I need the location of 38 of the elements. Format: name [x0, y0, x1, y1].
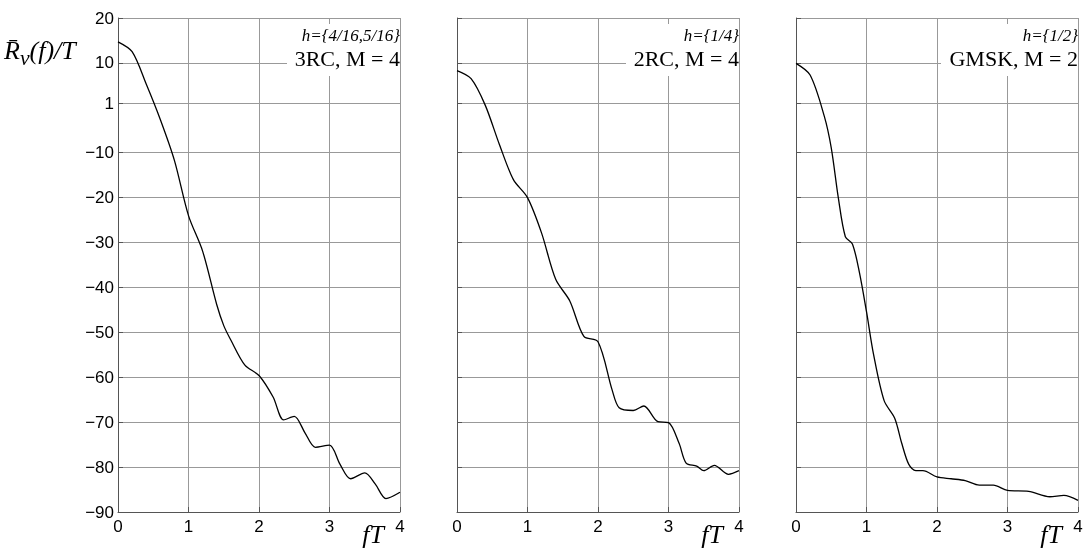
y-tick-label: 1	[104, 93, 114, 113]
y-tick-label: −90	[85, 502, 114, 522]
x-tick-label: 2	[593, 517, 603, 536]
x-tick-label: 3	[324, 517, 335, 536]
x-tick-label: 3	[663, 517, 674, 536]
y-tick-label: −50	[85, 322, 114, 342]
y-tick-label: −70	[85, 412, 114, 432]
x-tick-label: 2	[932, 517, 942, 536]
y-tick-label: −60	[85, 367, 114, 387]
x-tick-label: 1	[861, 517, 872, 536]
y-tick-label: 20	[95, 8, 114, 28]
y-tick-label: −80	[85, 457, 114, 477]
y-tick-label: −30	[85, 233, 114, 253]
annotation: GMSK, M = 2	[949, 46, 1078, 72]
x-tick-label: 1	[522, 517, 533, 536]
annotation: h={1/4}	[682, 26, 739, 46]
x-tick-label: 0	[791, 517, 801, 536]
x-axis-title: fT	[362, 520, 384, 550]
annotation: 2RC, M = 4	[633, 46, 739, 72]
x-tick-label: 0	[452, 517, 462, 536]
x-tick-label: 1	[183, 517, 194, 536]
x-tick-label: 2	[254, 517, 264, 536]
x-tick-label: 4	[1073, 517, 1083, 536]
y-tick-label: −40	[85, 277, 114, 297]
line-series	[117, 41, 401, 500]
x-tick-label: 4	[395, 517, 405, 536]
x-tick-label: 4	[734, 517, 744, 536]
x-axis-title: fT	[1040, 520, 1062, 550]
y-tick-label: −20	[85, 188, 114, 208]
x-axis-title: fT	[701, 520, 723, 550]
x-tick-label: 0	[113, 517, 123, 536]
y-tick-label: −10	[85, 143, 114, 163]
annotation: h={4/16,5/16}	[300, 26, 400, 46]
y-tick-label: 10	[95, 53, 114, 73]
annotation: h={1/2}	[1021, 26, 1078, 46]
x-tick-label: 3	[1002, 517, 1013, 536]
y-axis-title: R̄$_{v}$(f)/T	[4, 36, 76, 72]
annotation: 3RC, M = 4	[294, 46, 400, 72]
